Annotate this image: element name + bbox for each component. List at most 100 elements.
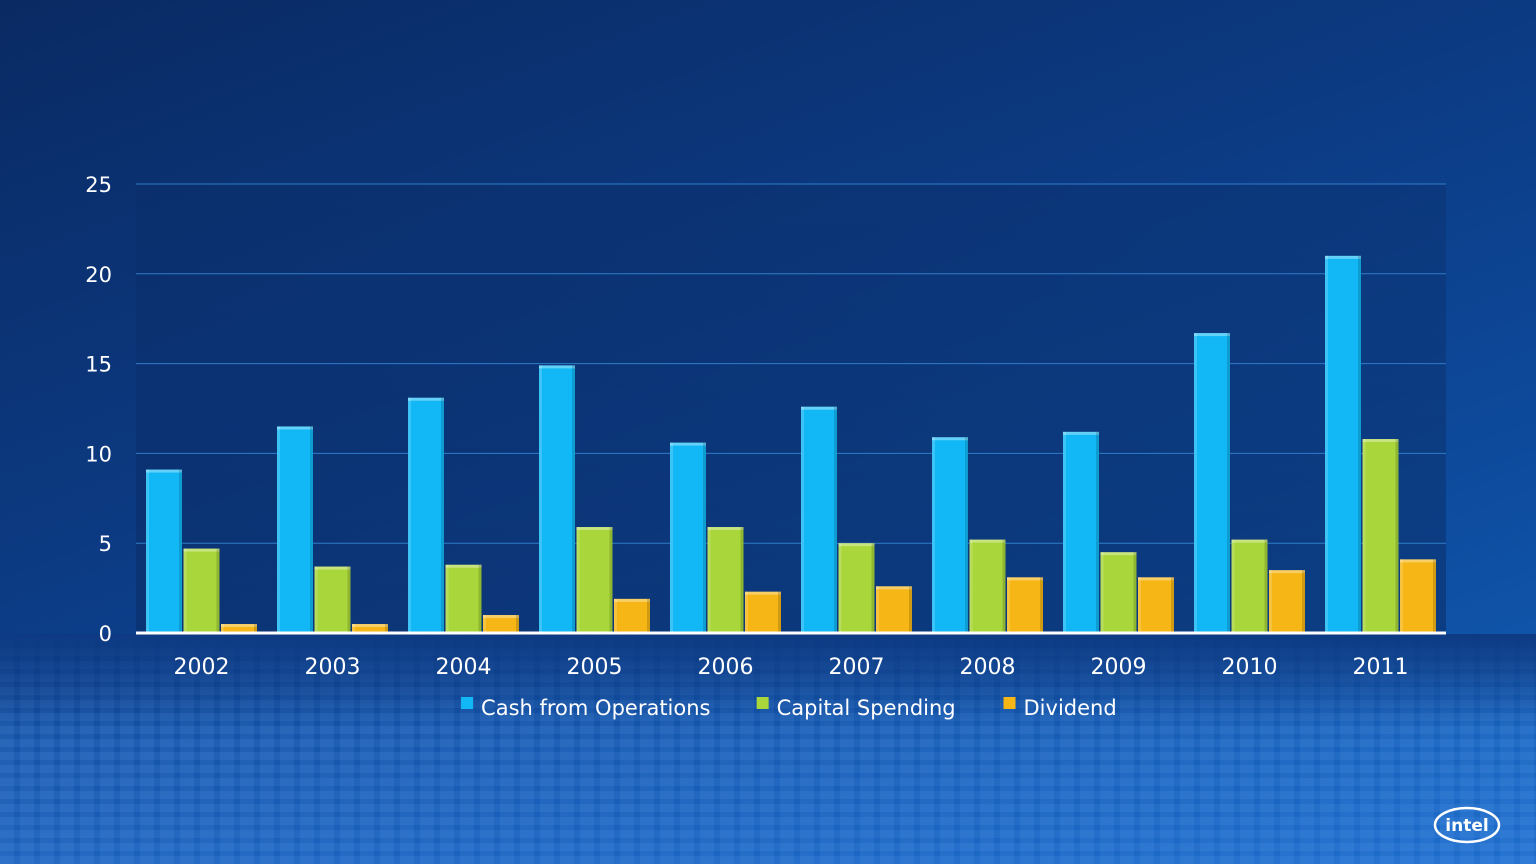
- bar-right-bevel: [1302, 570, 1305, 633]
- legend-label: Cash from Operations: [481, 696, 710, 720]
- bar-right-bevel: [478, 564, 482, 633]
- bar-top-bevel: [314, 566, 351, 570]
- background-chip-pattern: [0, 634, 1536, 864]
- bar: [408, 397, 444, 633]
- y-axis-ticks: 0 5 10 15 20 25: [85, 173, 112, 646]
- bar-body: [352, 624, 388, 633]
- x-tick-label: 2008: [960, 655, 1016, 680]
- bar-body: [707, 527, 744, 633]
- bar: [576, 527, 613, 633]
- bar-top-bevel: [932, 437, 968, 441]
- bar-top-bevel: [183, 548, 220, 552]
- bar: [1400, 559, 1436, 633]
- y-tick-label: 25: [85, 173, 112, 197]
- bar: [838, 543, 875, 633]
- bar: [146, 469, 182, 633]
- bar-left-bevel: [277, 426, 280, 633]
- bar-top-bevel: [801, 406, 837, 410]
- bar-body: [146, 469, 182, 633]
- bar-top-bevel: [670, 442, 706, 446]
- bar-right-bevel: [1171, 577, 1174, 633]
- bar-right-bevel: [572, 365, 575, 633]
- bar-body: [1194, 333, 1230, 633]
- bar-top-bevel: [539, 365, 575, 369]
- bar-top-bevel: [1063, 431, 1099, 435]
- bar: [707, 527, 744, 633]
- bar: [745, 591, 781, 633]
- bar-left-bevel: [576, 527, 580, 633]
- bar-left-bevel: [221, 624, 224, 633]
- bar-right-bevel: [647, 598, 650, 633]
- bar-body: [314, 566, 351, 633]
- bar-right-bevel: [1096, 431, 1099, 633]
- bar-left-bevel: [539, 365, 542, 633]
- bar-body: [1269, 570, 1305, 633]
- bar-right-bevel: [609, 527, 613, 633]
- bar-left-bevel: [614, 598, 617, 633]
- bar-left-bevel: [969, 539, 973, 633]
- legend-item: Capital Spending: [756, 696, 956, 720]
- bar-top-bevel: [445, 564, 482, 568]
- bar-left-bevel: [1269, 570, 1272, 633]
- x-tick-label: 2002: [174, 655, 230, 680]
- x-tick-label: 2007: [829, 655, 885, 680]
- bar-top-bevel: [483, 615, 519, 619]
- bar-body: [932, 437, 968, 633]
- bar: [445, 564, 482, 633]
- bar-left-bevel: [408, 397, 411, 633]
- bar-top-bevel: [221, 624, 257, 628]
- bar-right-bevel: [179, 469, 182, 633]
- bar-top-bevel: [352, 624, 388, 628]
- legend-label: Capital Spending: [777, 696, 956, 720]
- bar-right-bevel: [1227, 333, 1230, 633]
- bar-body: [670, 442, 706, 633]
- bar: [539, 365, 575, 633]
- bar: [1063, 431, 1099, 633]
- bar-left-bevel: [932, 437, 935, 633]
- bar-body: [1325, 255, 1361, 633]
- bar: [1138, 577, 1174, 633]
- x-tick-label: 2009: [1091, 655, 1147, 680]
- bar-right-bevel: [254, 624, 257, 633]
- bar-right-bevel: [1433, 559, 1436, 633]
- bar-top-bevel: [1007, 577, 1043, 581]
- bar-right-bevel: [909, 586, 912, 633]
- bar: [1194, 333, 1230, 633]
- bar-left-bevel: [876, 586, 879, 633]
- bar-left-bevel: [1100, 552, 1104, 633]
- bar: [876, 586, 912, 633]
- bar-right-bevel: [1358, 255, 1361, 633]
- bar: [277, 426, 313, 633]
- bar-right-bevel: [385, 624, 388, 633]
- bar-left-bevel: [183, 548, 187, 633]
- bar-right-bevel: [1264, 539, 1268, 633]
- legend: Cash from Operations Capital Spending Divi…: [461, 696, 1117, 720]
- bar-top-bevel: [838, 543, 875, 547]
- x-tick-label: 2011: [1353, 655, 1409, 680]
- bar-right-bevel: [216, 548, 220, 633]
- bar: [801, 406, 837, 633]
- legend-item: Dividend: [1003, 696, 1117, 720]
- bar: [1325, 255, 1361, 633]
- bar: [183, 548, 220, 633]
- bar-left-bevel: [670, 442, 673, 633]
- y-tick-label: 0: [99, 622, 112, 646]
- bar-left-bevel: [1007, 577, 1010, 633]
- x-tick-label: 2010: [1222, 655, 1278, 680]
- bar-body: [1007, 577, 1043, 633]
- legend-swatch: [461, 697, 474, 709]
- bar-body: [614, 598, 650, 633]
- bar-left-bevel: [801, 406, 804, 633]
- bar-left-bevel: [838, 543, 842, 633]
- bar-body: [183, 548, 220, 633]
- bar-right-bevel: [516, 615, 519, 633]
- bar-body: [445, 564, 482, 633]
- bar-left-bevel: [352, 624, 355, 633]
- bar-top-bevel: [1194, 333, 1230, 337]
- bar-body: [483, 615, 519, 633]
- bar-right-bevel: [441, 397, 444, 633]
- x-tick-label: 2005: [567, 655, 623, 680]
- bar-body: [876, 586, 912, 633]
- bar-right-bevel: [1040, 577, 1043, 633]
